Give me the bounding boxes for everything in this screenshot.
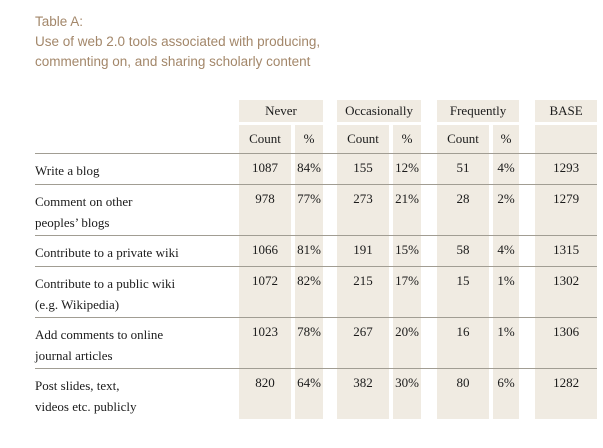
row-label: Contribute to a private wiki <box>35 235 239 266</box>
cell-frequently-percent: 1% <box>493 317 520 368</box>
header-gap-row <box>35 122 598 125</box>
row-label: Write a blog <box>35 153 239 184</box>
cell-frequently-count: 58 <box>437 235 490 266</box>
corner-blank-cell <box>35 100 239 122</box>
subheader-never-percent: % <box>295 125 324 153</box>
cell-never-count: 1023 <box>239 317 291 368</box>
cell-occasionally-percent: 15% <box>393 235 422 266</box>
cell-never-count: 1066 <box>239 235 291 266</box>
cell-never-count: 1072 <box>239 266 291 317</box>
cell-never-count: 978 <box>239 184 291 235</box>
cell-base: 1279 <box>535 184 598 235</box>
subheader-occasionally-percent: % <box>393 125 422 153</box>
group-header-row: Never Occasionally Frequently BASE <box>35 100 598 122</box>
group-gap <box>323 100 337 122</box>
row-label: Comment on other peoples’ blogs <box>35 184 239 235</box>
web20-usage-table: Never Occasionally Frequently BASE Count… <box>35 100 598 419</box>
row-label: Add comments to online journal articles <box>35 317 239 368</box>
cell-frequently-count: 51 <box>437 153 490 184</box>
cell-occasionally-count: 155 <box>337 153 390 184</box>
cell-base: 1282 <box>535 368 598 419</box>
cell-frequently-percent: 4% <box>493 235 520 266</box>
table-caption: Table A: Use of web 2.0 tools associated… <box>35 12 320 72</box>
cell-frequently-percent: 4% <box>493 153 520 184</box>
cell-never-percent: 78% <box>295 317 324 368</box>
cell-occasionally-percent: 30% <box>393 368 422 419</box>
table-row: Post slides, text, videos etc. publicly … <box>35 368 598 419</box>
cell-never-count: 820 <box>239 368 291 419</box>
cell-frequently-count: 15 <box>437 266 490 317</box>
cell-frequently-count: 16 <box>437 317 490 368</box>
subheader-frequently-percent: % <box>493 125 520 153</box>
cell-never-percent: 82% <box>295 266 324 317</box>
cell-occasionally-percent: 21% <box>393 184 422 235</box>
cell-frequently-percent: 1% <box>493 266 520 317</box>
table-row: Comment on other peoples’ blogs 978 77% … <box>35 184 598 235</box>
cell-never-count: 1087 <box>239 153 291 184</box>
cell-base: 1302 <box>535 266 598 317</box>
row-label: Contribute to a public wiki (e.g. Wikipe… <box>35 266 239 317</box>
group-header-base: BASE <box>535 100 598 122</box>
group-header-frequently: Frequently <box>437 100 520 122</box>
cell-frequently-percent: 2% <box>493 184 520 235</box>
cell-frequently-percent: 6% <box>493 368 520 419</box>
cell-never-percent: 77% <box>295 184 324 235</box>
table-caption-label: Table A: <box>35 14 84 29</box>
cell-occasionally-count: 382 <box>337 368 390 419</box>
cell-base: 1293 <box>535 153 598 184</box>
group-gap <box>519 100 535 122</box>
cell-occasionally-count: 273 <box>337 184 390 235</box>
subheader-occasionally-count: Count <box>337 125 390 153</box>
cell-occasionally-percent: 17% <box>393 266 422 317</box>
cell-frequently-count: 28 <box>437 184 490 235</box>
cell-base: 1306 <box>535 317 598 368</box>
cell-occasionally-percent: 20% <box>393 317 422 368</box>
cell-never-percent: 81% <box>295 235 324 266</box>
cell-never-percent: 64% <box>295 368 324 419</box>
cell-never-percent: 84% <box>295 153 324 184</box>
cell-occasionally-count: 215 <box>337 266 390 317</box>
row-label: Post slides, text, videos etc. publicly <box>35 368 239 419</box>
subheader-never-count: Count <box>239 125 291 153</box>
table-row: Contribute to a private wiki 1066 81% 19… <box>35 235 598 266</box>
table-row: Add comments to online journal articles … <box>35 317 598 368</box>
cell-frequently-count: 80 <box>437 368 490 419</box>
cell-base: 1315 <box>535 235 598 266</box>
table-row: Write a blog 1087 84% 155 12% 51 4% 1293 <box>35 153 598 184</box>
group-gap <box>421 100 437 122</box>
table-row: Contribute to a public wiki (e.g. Wikipe… <box>35 266 598 317</box>
cell-occasionally-percent: 12% <box>393 153 422 184</box>
cell-occasionally-count: 191 <box>337 235 390 266</box>
group-header-never: Never <box>239 100 324 122</box>
subheader-base-blank <box>535 125 598 153</box>
subheader-frequently-count: Count <box>437 125 490 153</box>
table-caption-line3: commenting on, and sharing scholarly con… <box>35 54 311 69</box>
table-caption-line2: Use of web 2.0 tools associated with pro… <box>35 34 321 49</box>
group-header-occasionally: Occasionally <box>337 100 422 122</box>
sub-header-row: Count % Count % Count % <box>35 125 598 153</box>
blank-cell <box>35 125 239 153</box>
cell-occasionally-count: 267 <box>337 317 390 368</box>
